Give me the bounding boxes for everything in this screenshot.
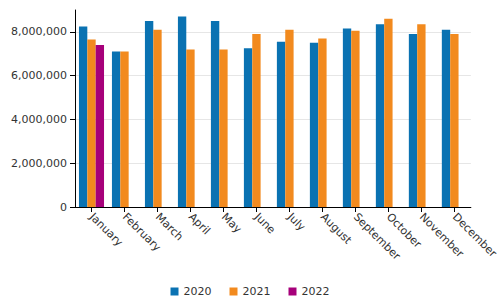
svg-text:September: September	[350, 210, 403, 263]
svg-text:February: February	[119, 210, 164, 254]
svg-text:October: October	[384, 210, 425, 251]
svg-text:2021: 2021	[243, 285, 271, 298]
svg-text:August: August	[318, 210, 355, 247]
svg-text:April: April	[186, 210, 213, 237]
svg-text:May: May	[219, 210, 245, 236]
svg-text:June: June	[251, 210, 278, 237]
svg-text:March: March	[153, 210, 186, 243]
svg-text:8,000,000: 8,000,000	[11, 25, 67, 38]
svg-text:November: November	[416, 210, 467, 260]
svg-text:2,000,000: 2,000,000	[11, 157, 67, 170]
svg-text:6,000,000: 6,000,000	[11, 69, 67, 82]
svg-text:January: January	[86, 210, 126, 250]
svg-text:2022: 2022	[301, 285, 329, 298]
svg-text:July: July	[284, 210, 308, 234]
svg-text:December: December	[450, 210, 500, 260]
svg-text:0: 0	[60, 201, 67, 214]
svg-text:2020: 2020	[184, 285, 212, 298]
svg-text:4,000,000: 4,000,000	[11, 113, 67, 126]
